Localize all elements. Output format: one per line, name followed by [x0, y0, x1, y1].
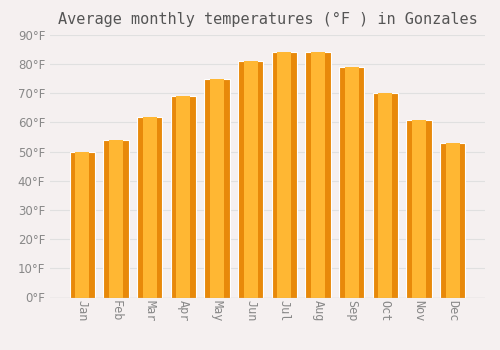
Bar [76, 152, 90, 298]
Bar [339, 67, 364, 298]
Bar [170, 96, 196, 298]
Bar [244, 61, 258, 298]
Bar [104, 140, 128, 298]
Bar [406, 120, 432, 298]
Bar [440, 143, 465, 298]
Bar [204, 79, 230, 298]
Bar [344, 67, 358, 298]
Bar [278, 52, 291, 298]
Bar [143, 117, 156, 298]
Bar [137, 117, 162, 298]
Title: Average monthly temperatures (°F ) in Gonzales: Average monthly temperatures (°F ) in Go… [58, 12, 478, 27]
Bar [238, 61, 264, 298]
Bar [378, 93, 392, 298]
Bar [176, 96, 190, 298]
Bar [372, 93, 398, 298]
Bar [272, 52, 297, 298]
Bar [311, 52, 325, 298]
Bar [210, 79, 224, 298]
Bar [306, 52, 330, 298]
Bar [412, 120, 426, 298]
Bar [70, 152, 95, 298]
Bar [446, 143, 460, 298]
Bar [109, 140, 123, 298]
